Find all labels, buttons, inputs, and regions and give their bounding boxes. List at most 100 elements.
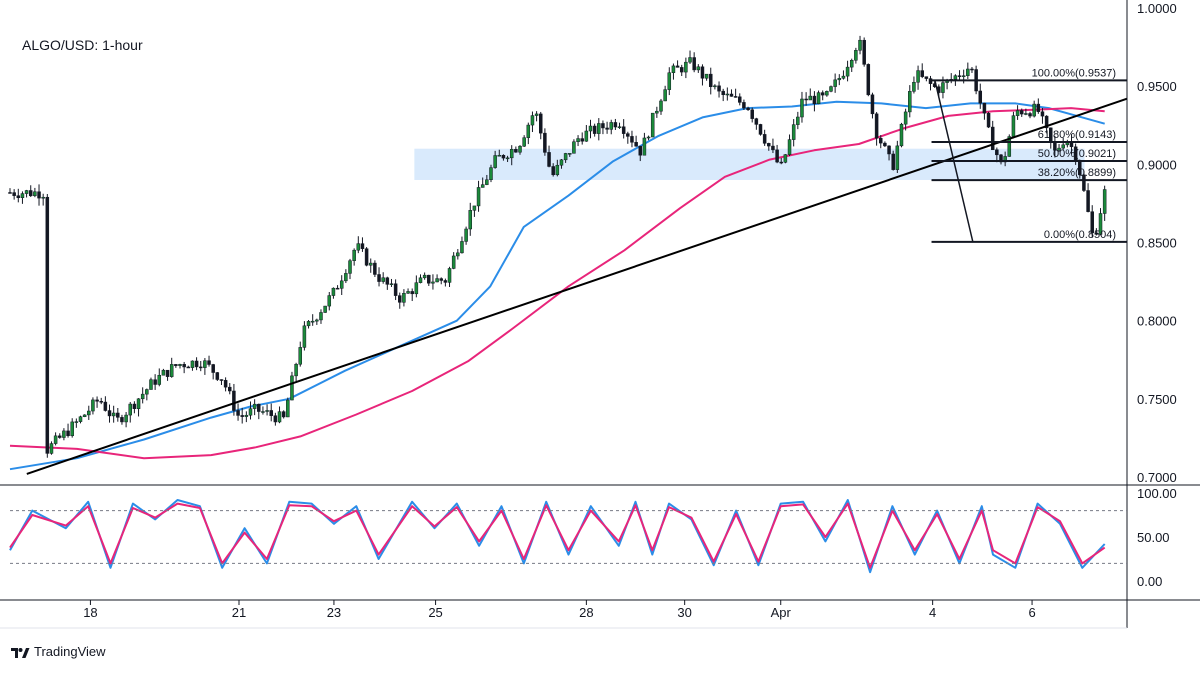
candle-body [12, 192, 16, 196]
candle-body [588, 125, 593, 132]
fibonacci-level-label: 100.00%(0.9537) [1032, 67, 1116, 79]
candle-body [37, 191, 41, 199]
candle-body [663, 89, 667, 102]
candle-body [261, 411, 265, 413]
candle-body [696, 66, 701, 71]
candle-body [265, 410, 269, 412]
candle-body [854, 50, 858, 61]
candle-body [630, 136, 634, 143]
candle-body [277, 411, 282, 423]
candle-body [215, 372, 220, 380]
support-zone-layer [414, 148, 1085, 180]
candle-body [804, 98, 808, 101]
candle-body [439, 278, 443, 281]
candle-body [70, 421, 74, 437]
candle-body [402, 293, 406, 303]
candle-body [1057, 147, 1061, 151]
brand-logo[interactable]: TradingView [10, 644, 106, 659]
tradingview-logo-icon [11, 647, 30, 658]
candle-body [845, 66, 850, 77]
candle-body [422, 274, 427, 279]
candle-body [480, 184, 485, 188]
candle-body [1102, 189, 1107, 214]
candle-body [721, 90, 725, 95]
candle-body [103, 401, 108, 411]
candle-body [1032, 103, 1036, 117]
candle-body [335, 287, 340, 290]
candle-body [837, 78, 842, 81]
candle-body [621, 126, 626, 134]
candle-body [841, 75, 846, 79]
candle-body [580, 138, 584, 142]
price-tick-label: 0.9500 [1137, 79, 1177, 94]
stochastic-oscillator-layer [9, 499, 1106, 574]
candle-body [547, 152, 551, 167]
candle-body [742, 102, 746, 109]
candle-body [435, 278, 439, 283]
candle-body [775, 149, 779, 163]
candle-body [791, 124, 796, 140]
candle-body [995, 149, 999, 156]
candle-body [87, 410, 91, 416]
candle-body [796, 116, 800, 125]
candle-body [509, 149, 514, 159]
time-tick-label: 18 [83, 605, 97, 620]
candle-body [393, 283, 398, 296]
candle-body [1028, 113, 1032, 117]
candle-body [982, 102, 987, 114]
candle-body [257, 403, 261, 412]
candle-body [559, 159, 564, 166]
candle-body [957, 75, 962, 77]
candle-body [501, 154, 506, 159]
candle-body [190, 360, 195, 368]
candle-body [862, 39, 866, 65]
price-tick-label: 0.9000 [1137, 157, 1177, 172]
candle-body [82, 414, 87, 417]
candle-body [568, 153, 572, 155]
candle-body [116, 412, 120, 418]
candle-body [240, 415, 244, 417]
candle-body [149, 379, 153, 390]
time-tick-label: 23 [327, 605, 341, 620]
candle-body [572, 141, 576, 154]
fibonacci-level-label: 61.80%(0.9143) [1038, 129, 1116, 141]
candle-body [194, 360, 199, 368]
candle-body [443, 280, 448, 283]
candle-body [966, 68, 970, 76]
candle-body [551, 166, 555, 176]
candle-body [493, 155, 497, 168]
candle-body [771, 145, 775, 151]
candle-body [746, 107, 750, 111]
candle-body [609, 122, 613, 130]
candle-body [207, 360, 211, 365]
brand-name: TradingView [34, 644, 106, 659]
candle-body [953, 75, 958, 80]
oscillator-tick-label: 50.00 [1137, 530, 1170, 545]
candle-body [1044, 115, 1049, 129]
candle-body [339, 280, 344, 289]
candle-body [368, 262, 373, 266]
support-zone [414, 148, 1085, 180]
candle-body [323, 305, 327, 313]
candle-body [269, 410, 273, 416]
candle-body [464, 228, 468, 242]
candle-body [592, 125, 597, 134]
candle-body [124, 414, 128, 423]
candle-body [650, 112, 655, 138]
candle-body [605, 127, 609, 130]
candle-body [986, 112, 991, 128]
candle-body [800, 98, 804, 118]
candle-body [1007, 136, 1012, 157]
candle-body [908, 91, 912, 113]
candle-body [8, 192, 12, 194]
candle-body [534, 113, 539, 116]
candle-body [820, 92, 825, 96]
candle-body [364, 248, 369, 266]
candle-body [468, 210, 473, 230]
candle-body [514, 149, 518, 153]
candle-body [543, 132, 547, 153]
candle-body [377, 274, 381, 282]
candle-body [829, 86, 833, 92]
candle-body [410, 291, 414, 295]
candle-body [783, 154, 788, 163]
